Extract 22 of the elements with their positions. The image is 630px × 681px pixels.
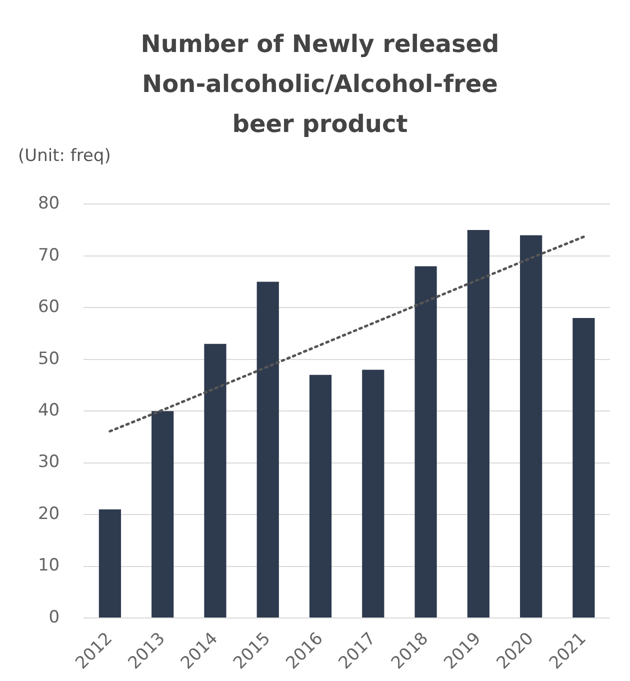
y-tick-label: 60 [38, 297, 60, 318]
y-tick-label: 30 [38, 452, 60, 472]
line-series [108, 236, 585, 433]
bar [98, 509, 122, 618]
bar [467, 230, 490, 618]
y-tick-label: 70 [38, 245, 60, 266]
y-tick-label: 50 [38, 348, 60, 369]
y-tick-label: 40 [38, 400, 60, 421]
bar [152, 411, 174, 618]
bar [520, 235, 542, 618]
bar [414, 266, 437, 618]
y-tick-label: 10 [38, 556, 60, 576]
bar [309, 374, 332, 618]
bar [256, 282, 279, 618]
y-tick-label: 80 [38, 194, 60, 214]
y-axis-title: (Unit: freq) [18, 146, 111, 166]
bar [362, 370, 384, 618]
y-tick-label: 20 [38, 504, 60, 524]
bar [572, 318, 595, 618]
chart-title: Number of Newly released Non-alcoholic/Alcohol-free beer product [140, 29, 500, 140]
bar [204, 344, 226, 618]
y-tick-label: 0 [48, 607, 60, 628]
